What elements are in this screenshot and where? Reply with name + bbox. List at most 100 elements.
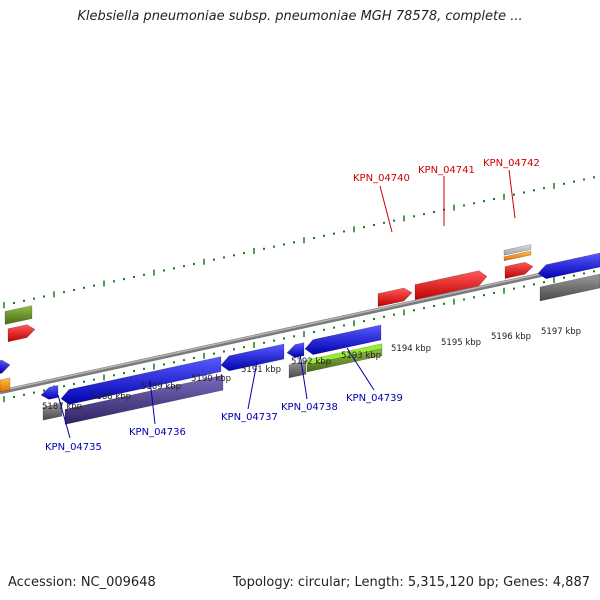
gene-label-kpn-04741[interactable]: KPN_04741 <box>418 165 475 176</box>
minor-tick <box>33 392 35 394</box>
accession-text: Accession: NC_009648 <box>8 575 156 590</box>
minor-tick <box>193 357 195 359</box>
minor-tick <box>373 224 375 226</box>
minor-tick <box>323 235 325 237</box>
minor-tick <box>13 396 15 398</box>
minor-tick <box>93 285 95 287</box>
minor-tick <box>23 300 25 302</box>
minor-tick <box>543 281 545 283</box>
minor-tick <box>113 374 115 376</box>
minor-tick <box>213 259 215 261</box>
minor-tick <box>513 288 515 290</box>
minor-tick <box>83 287 85 289</box>
minor-tick <box>213 353 215 355</box>
minor-tick <box>463 204 465 206</box>
kbp-label: 5196 kbp <box>491 332 531 342</box>
minor-tick <box>313 331 315 333</box>
minor-tick <box>143 368 145 370</box>
minor-tick <box>413 215 415 217</box>
minor-tick <box>183 265 185 267</box>
minor-tick <box>343 230 345 232</box>
minor-tick <box>513 194 515 196</box>
minor-tick <box>183 359 185 361</box>
cds-blue-right <box>538 253 600 279</box>
minor-tick <box>283 243 285 245</box>
minor-tick <box>433 211 435 213</box>
minor-tick <box>263 342 265 344</box>
kbp-label: 5192 kbp <box>291 357 331 367</box>
topology-text: Topology: circular; Length: 5,315,120 bp… <box>233 575 590 590</box>
minor-tick <box>373 318 375 320</box>
kbp-label: 5197 kbp <box>541 327 581 337</box>
gene-label-kpn-04738[interactable]: KPN_04738 <box>281 402 338 413</box>
minor-tick <box>583 272 585 274</box>
kbp-label: 5190 kbp <box>191 374 231 384</box>
minor-tick <box>543 187 545 189</box>
genome-map[interactable]: 5187 kbp 5188 kbp 5189 kbp 5190 kbp 5191… <box>0 0 600 600</box>
minor-tick <box>423 213 425 215</box>
minor-tick <box>233 254 235 256</box>
minor-tick <box>413 309 415 311</box>
minor-tick <box>113 280 115 282</box>
gene-label-kpn-04742[interactable]: KPN_04742 <box>483 158 540 169</box>
leader-line <box>380 186 392 232</box>
minor-tick <box>93 379 95 381</box>
minor-tick <box>243 252 245 254</box>
minor-tick <box>293 335 295 337</box>
minor-tick <box>533 189 535 191</box>
minor-tick <box>293 241 295 243</box>
minor-tick <box>233 348 235 350</box>
minor-tick <box>483 294 485 296</box>
minor-tick <box>223 350 225 352</box>
minor-tick <box>83 381 85 383</box>
kbp-label: 5194 kbp <box>391 344 431 354</box>
gene-label-kpn-04737[interactable]: KPN_04737 <box>221 412 278 423</box>
minor-tick <box>383 316 385 318</box>
minor-tick <box>523 191 525 193</box>
cds-kpn-04738 <box>287 343 304 358</box>
gene-label-kpn-04740[interactable]: KPN_04740 <box>353 173 410 184</box>
gene-label-kpn-04736[interactable]: KPN_04736 <box>129 427 186 438</box>
minor-tick <box>473 202 475 204</box>
minor-tick <box>323 329 325 331</box>
minor-tick <box>493 198 495 200</box>
minor-tick <box>393 314 395 316</box>
minor-tick <box>163 269 165 271</box>
minor-tick <box>283 337 285 339</box>
minor-tick <box>333 233 335 235</box>
minor-tick <box>43 389 45 391</box>
minor-tick <box>343 324 345 326</box>
gene-label-kpn-04735[interactable]: KPN_04735 <box>45 442 102 453</box>
kbp-label: 5189 kbp <box>141 382 181 392</box>
forward-scale-track <box>4 176 595 308</box>
minor-tick <box>333 327 335 329</box>
minor-tick <box>443 303 445 305</box>
minor-tick <box>563 183 565 185</box>
minor-tick <box>423 307 425 309</box>
minor-tick <box>463 298 465 300</box>
minor-tick <box>563 277 565 279</box>
kbp-label: 5191 kbp <box>241 365 281 375</box>
forward-gene-labels: KPN_04740 KPN_04741 KPN_04742 <box>353 158 540 232</box>
minor-tick <box>583 178 585 180</box>
minor-tick <box>43 295 45 297</box>
minor-tick <box>33 298 35 300</box>
cds-red-left <box>8 325 35 342</box>
minor-tick <box>123 372 125 374</box>
minor-tick <box>593 176 595 178</box>
minor-tick <box>523 285 525 287</box>
minor-tick <box>73 289 75 291</box>
minor-tick <box>363 226 365 228</box>
minor-tick <box>143 274 145 276</box>
minor-tick <box>193 263 195 265</box>
minor-tick <box>263 248 265 250</box>
cds-orange-far-left <box>0 378 10 392</box>
minor-tick <box>533 283 535 285</box>
kbp-label: 5195 kbp <box>441 338 481 348</box>
minor-tick <box>433 305 435 307</box>
minor-tick <box>63 385 65 387</box>
minor-tick <box>593 270 595 272</box>
minor-tick <box>383 222 385 224</box>
minor-tick <box>173 361 175 363</box>
gene-label-kpn-04739[interactable]: KPN_04739 <box>346 393 403 404</box>
